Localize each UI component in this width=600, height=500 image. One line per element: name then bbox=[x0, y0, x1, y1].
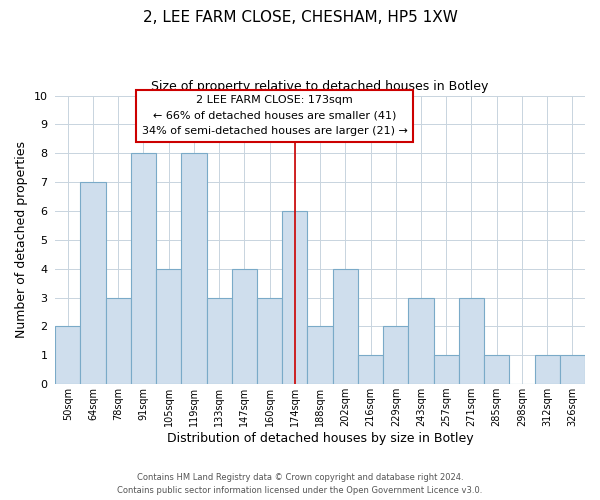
X-axis label: Distribution of detached houses by size in Botley: Distribution of detached houses by size … bbox=[167, 432, 473, 445]
Bar bbox=[282, 211, 307, 384]
Bar bbox=[131, 154, 156, 384]
Text: Contains HM Land Registry data © Crown copyright and database right 2024.
Contai: Contains HM Land Registry data © Crown c… bbox=[118, 473, 482, 495]
Bar bbox=[206, 298, 232, 384]
Bar bbox=[560, 356, 585, 384]
Bar bbox=[484, 356, 509, 384]
Text: 2 LEE FARM CLOSE: 173sqm
← 66% of detached houses are smaller (41)
34% of semi-d: 2 LEE FARM CLOSE: 173sqm ← 66% of detach… bbox=[142, 95, 407, 136]
Bar bbox=[80, 182, 106, 384]
Bar bbox=[535, 356, 560, 384]
Text: 2, LEE FARM CLOSE, CHESHAM, HP5 1XW: 2, LEE FARM CLOSE, CHESHAM, HP5 1XW bbox=[143, 10, 457, 25]
Bar bbox=[232, 268, 257, 384]
Bar bbox=[383, 326, 409, 384]
Bar bbox=[333, 268, 358, 384]
Bar bbox=[459, 298, 484, 384]
Bar bbox=[106, 298, 131, 384]
Bar bbox=[409, 298, 434, 384]
Bar bbox=[257, 298, 282, 384]
Bar bbox=[156, 268, 181, 384]
Title: Size of property relative to detached houses in Botley: Size of property relative to detached ho… bbox=[151, 80, 489, 93]
Bar bbox=[55, 326, 80, 384]
Bar bbox=[434, 356, 459, 384]
Bar bbox=[181, 154, 206, 384]
Bar bbox=[358, 356, 383, 384]
Bar bbox=[307, 326, 333, 384]
Y-axis label: Number of detached properties: Number of detached properties bbox=[15, 142, 28, 338]
